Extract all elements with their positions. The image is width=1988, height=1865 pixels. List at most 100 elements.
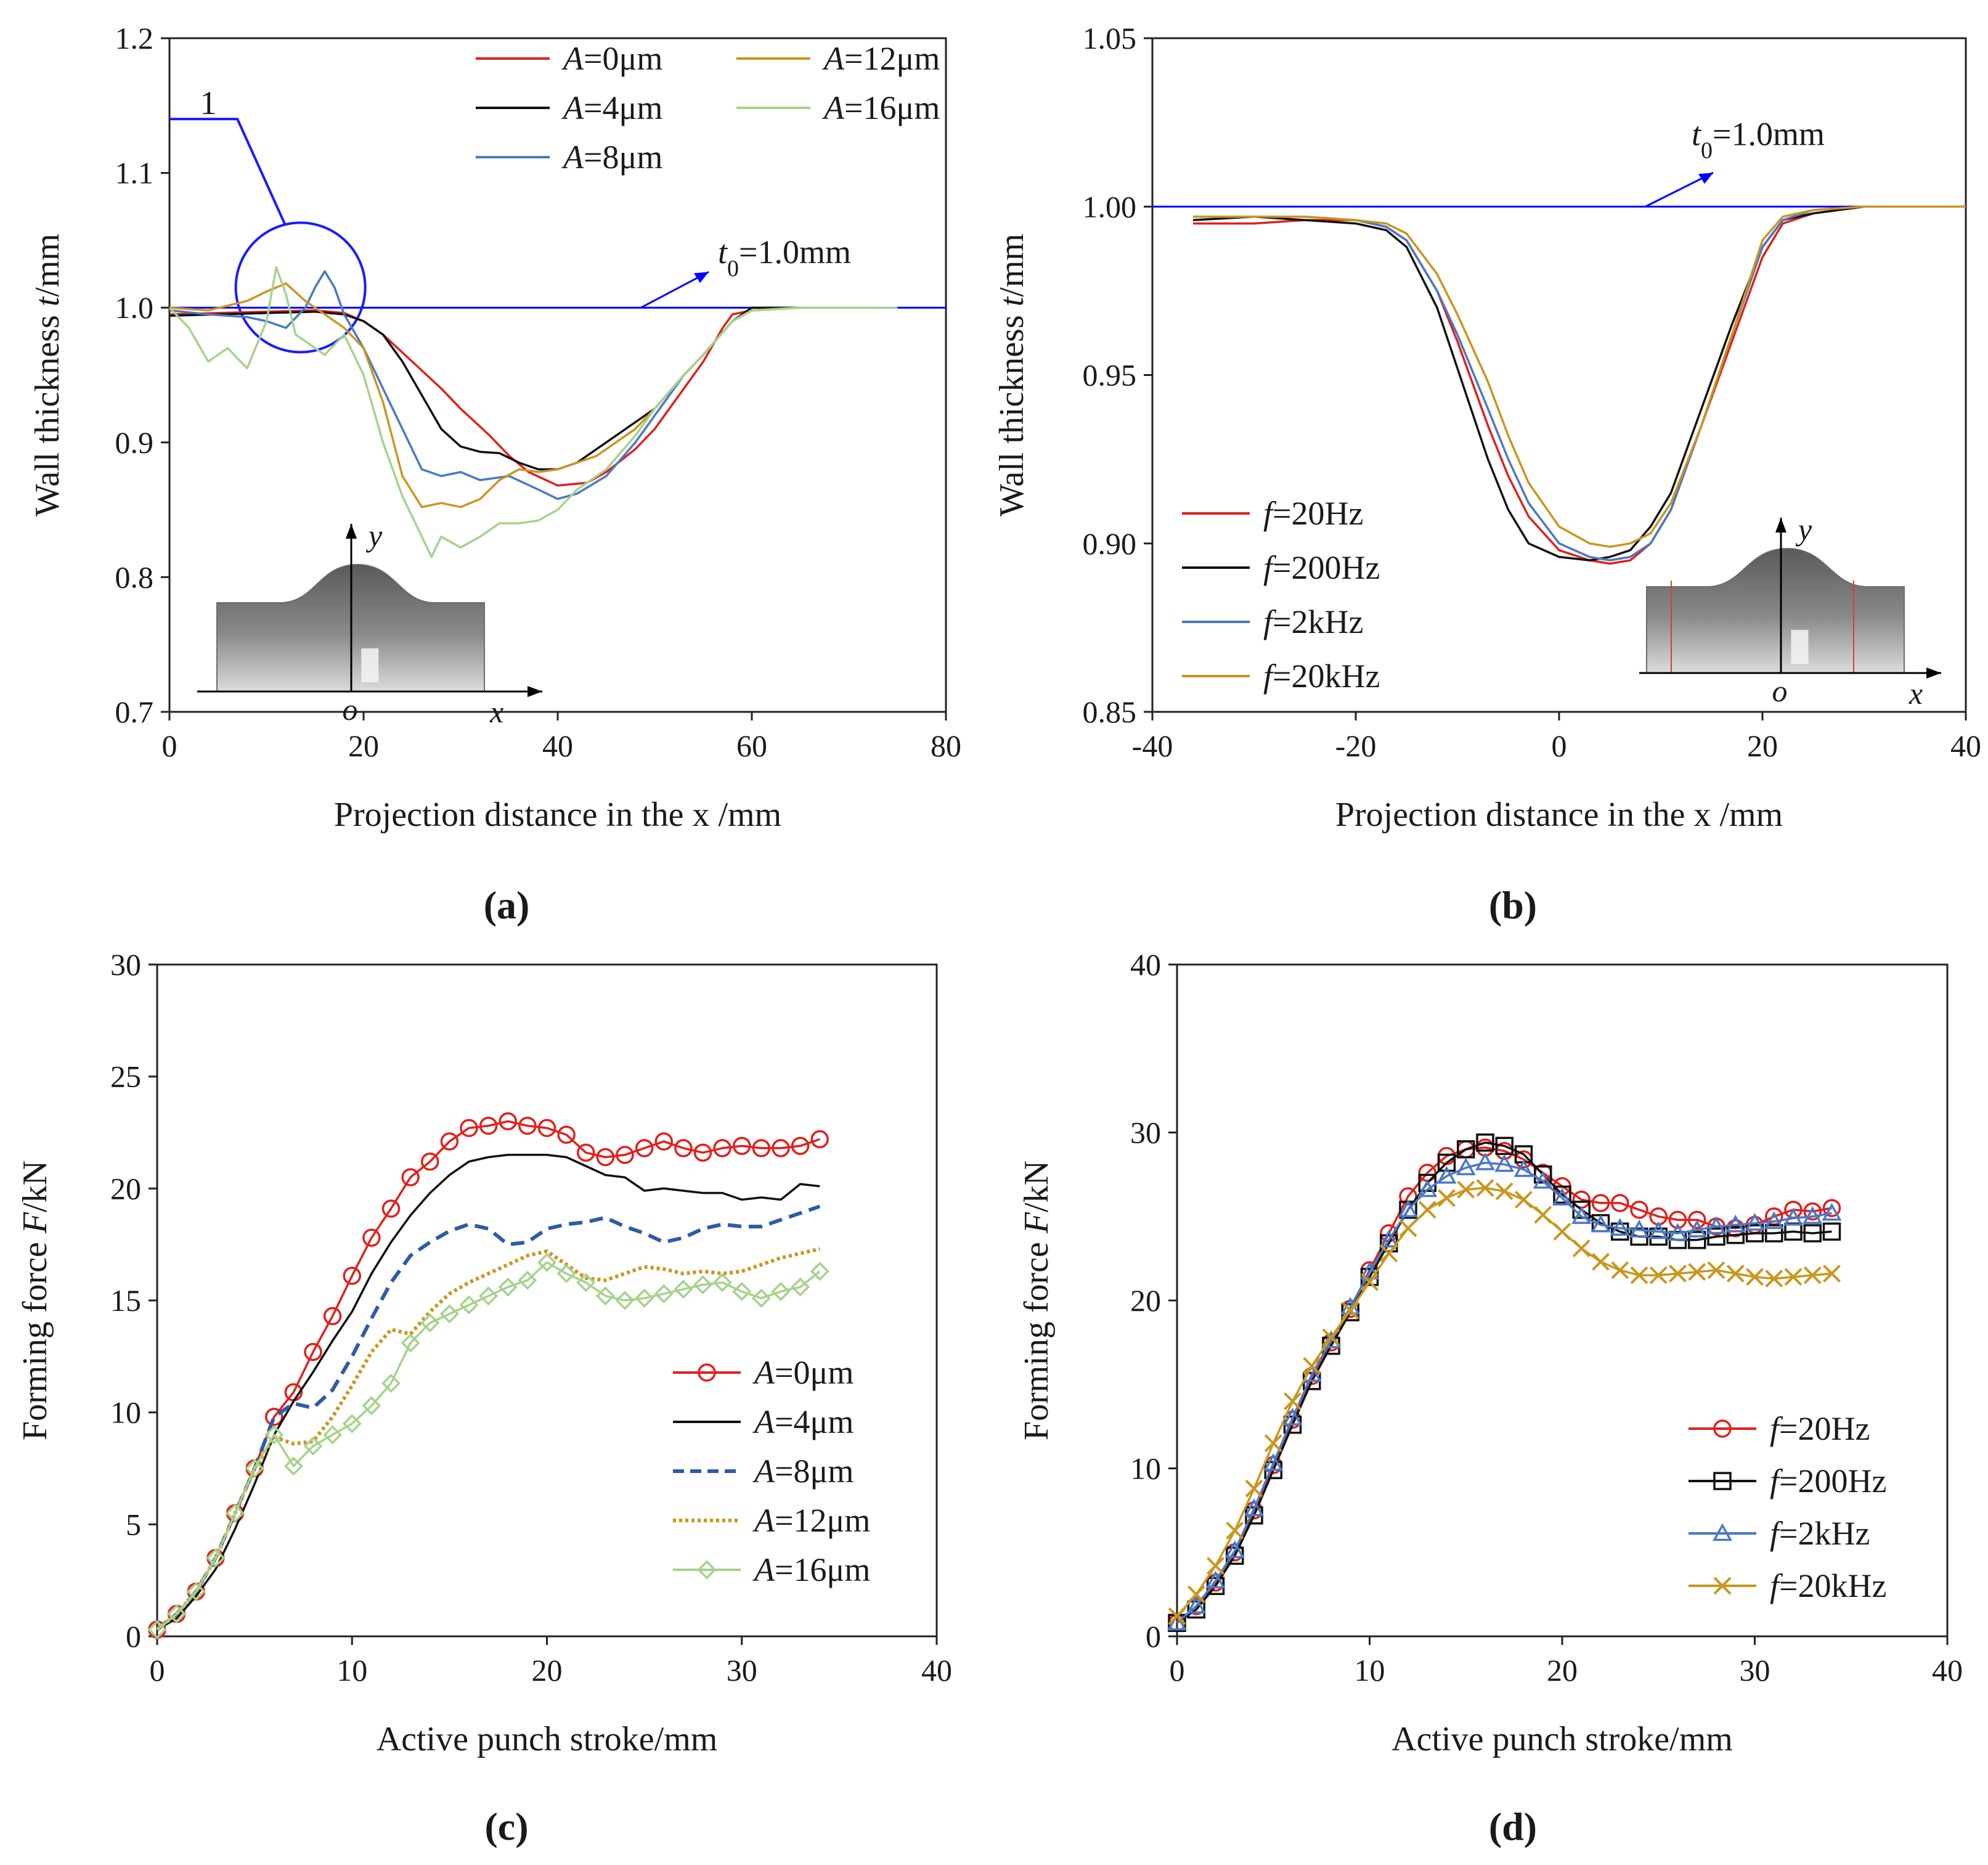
marker-point (167, 1604, 187, 1624)
marker-point (401, 1333, 420, 1353)
legend-item: f=20kHz (1689, 1567, 1886, 1604)
y-tick-label: 30 (110, 947, 141, 982)
y-tick-label: 0.85 (1083, 695, 1137, 729)
legend-item: A=16μm (736, 89, 940, 126)
legend: f=20Hz f=200Hz f=2kHz f=20kHz (1182, 495, 1380, 695)
marker-point (323, 1425, 343, 1445)
y-tick-label: 1.0 (115, 290, 154, 325)
marker-point (440, 1132, 459, 1151)
marker-point (616, 1146, 634, 1164)
marker-point (596, 1148, 615, 1167)
marker-point (1784, 1268, 1803, 1286)
x-tick-label: 10 (336, 1653, 367, 1687)
marker-point (381, 1373, 401, 1393)
marker-point (713, 1139, 731, 1157)
y-tick-label: 10 (1130, 1451, 1161, 1486)
legend-label: f=2kHz (1263, 603, 1363, 640)
marker-point (362, 1228, 381, 1247)
y-tick-label: 20 (110, 1171, 141, 1206)
x-tick-label: 20 (1747, 728, 1778, 763)
marker-point (1515, 1191, 1533, 1209)
marker-point (1399, 1219, 1417, 1238)
marker-point (1707, 1261, 1725, 1279)
inset-y-label: y (365, 518, 383, 553)
marker-point (1745, 1213, 1765, 1231)
marker-point (674, 1279, 693, 1299)
series-line (1193, 205, 1966, 561)
marker-point (342, 1414, 362, 1434)
marker-point (693, 1275, 712, 1295)
reference-arrow-head (1698, 173, 1713, 184)
marker-point (791, 1277, 810, 1297)
marker-point (1494, 1154, 1515, 1172)
x-axis-title: Projection distance in the x /mm (1335, 796, 1783, 834)
series-f-2khz (1167, 1152, 1842, 1631)
marker-point (1648, 1221, 1669, 1239)
marker-point (186, 1581, 206, 1601)
y-tick-label: 30 (1130, 1116, 1161, 1150)
x-tick-label: -40 (1132, 728, 1173, 763)
series-line (1193, 205, 1966, 548)
marker-point (1706, 1216, 1726, 1234)
marker-point (1611, 1261, 1629, 1279)
marker-point (1224, 1540, 1245, 1559)
marker-point (1379, 1230, 1399, 1248)
legend-label: f=20Hz (1770, 1410, 1870, 1447)
legend-item: f=20Hz (1689, 1410, 1870, 1447)
y-axis-title: Wall thickness t/mm (993, 234, 1031, 516)
marker-point (635, 1139, 654, 1157)
y-tick-label: 0.8 (115, 560, 154, 594)
marker-point (1168, 1607, 1186, 1625)
marker-point (226, 1503, 245, 1523)
legend-label: A=16μm (822, 89, 940, 126)
series-line (1176, 1141, 1832, 1624)
marker-point (1167, 1612, 1187, 1631)
y-tick-label: 20 (1130, 1283, 1161, 1318)
marker-point (1341, 1301, 1359, 1320)
reference-label: t0=1.0mm (718, 234, 851, 282)
legend-label: f=200Hz (1263, 549, 1380, 586)
inset-origin-label: o (343, 692, 358, 727)
x-tick-label: 0 (150, 1653, 165, 1687)
marker-point (1359, 1262, 1380, 1279)
series-f-20khz (1193, 205, 1966, 548)
series-line (156, 1247, 820, 1631)
marker-point (751, 1288, 771, 1308)
chart-panel-b: -40 -20 0 20 40 0.85 0.90 0.95 1.00 1.05 Projectio… (993, 21, 1981, 927)
marker-point (283, 1456, 303, 1476)
marker-point (401, 1168, 420, 1186)
marker-point (206, 1548, 226, 1568)
marker-point (459, 1295, 479, 1315)
series-line (156, 1120, 820, 1631)
series-f-200hz (1168, 1133, 1841, 1632)
marker-point (810, 1262, 829, 1281)
y-axis-title: Wall thickness t/mm (28, 234, 67, 516)
y-tick-label: 0 (1146, 1619, 1161, 1654)
reference-label: t0=1.0mm (1692, 115, 1825, 163)
y-tick-label: 1.1 (115, 156, 154, 190)
x-tick-label: 0 (1170, 1653, 1185, 1687)
series-a-16-m (168, 266, 898, 558)
series-a-12-m (156, 1247, 820, 1631)
x-tick-label: 0 (1552, 728, 1567, 763)
y-axis-title: Forming force F/kN (16, 1161, 54, 1440)
legend: f=20Hz f=200Hz f=2kHz f=20kHz (1689, 1410, 1886, 1604)
marker-point (479, 1286, 499, 1306)
marker-point (1322, 1328, 1340, 1347)
marker-point (1630, 1266, 1648, 1284)
marker-point (1264, 1434, 1282, 1453)
marker-point (1725, 1214, 1746, 1233)
marker-point (1495, 1137, 1513, 1156)
specimen-highlight (1791, 630, 1809, 664)
legend-label: f=200Hz (1770, 1463, 1886, 1500)
y-tick-label: 1.00 (1083, 189, 1137, 224)
marker-point (1513, 1159, 1534, 1177)
marker-point (1688, 1231, 1706, 1249)
marker-point (556, 1263, 576, 1283)
legend-label: A=0μm (561, 40, 662, 77)
y-tick-label: 1.05 (1083, 21, 1137, 55)
series-a-4-m (157, 1154, 820, 1631)
marker-point (1764, 1211, 1784, 1230)
series-a-8-m (156, 1204, 821, 1631)
